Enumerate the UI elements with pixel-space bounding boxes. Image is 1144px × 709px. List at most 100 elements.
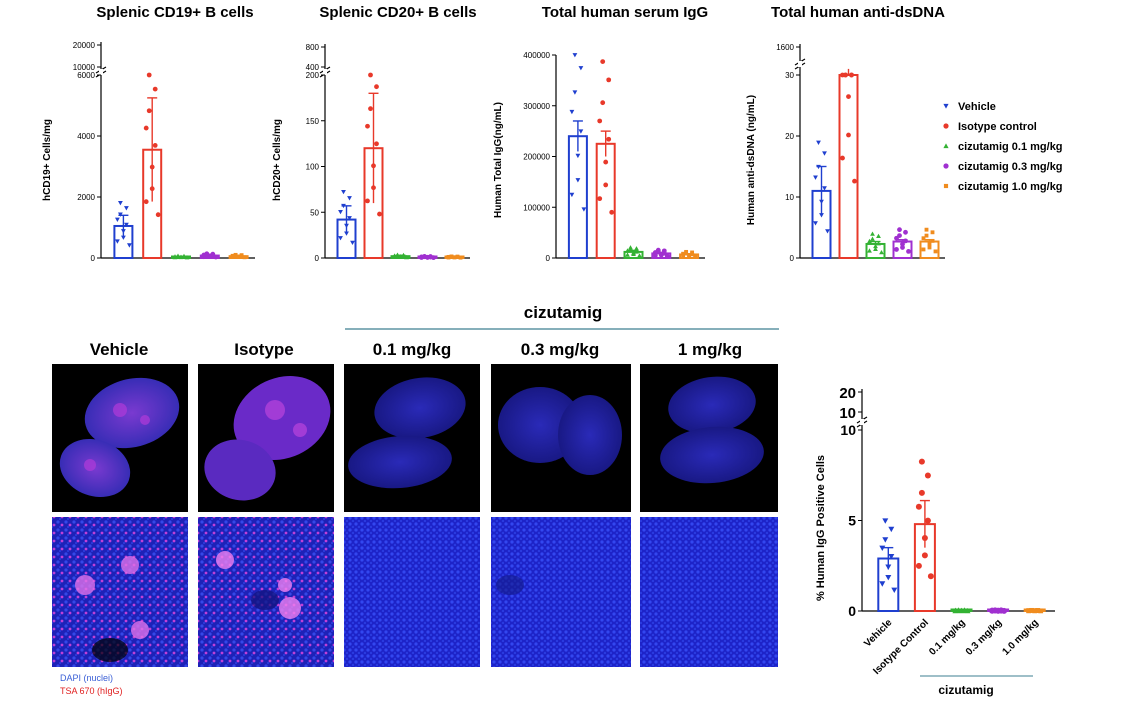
data-point (681, 251, 686, 256)
data-point (933, 249, 938, 254)
data-point (115, 239, 120, 244)
data-point (870, 231, 875, 236)
data-point (684, 249, 689, 254)
image-1-0-zoom (640, 517, 778, 667)
data-point (239, 254, 244, 259)
data-point (149, 164, 155, 170)
data-point (903, 229, 908, 235)
data-point (664, 253, 670, 259)
data-point (888, 554, 895, 560)
chart-title-cd20: Splenic CD20+ B cells (319, 4, 476, 21)
data-point (449, 254, 454, 259)
image-isotype-overview (198, 364, 334, 512)
data-point (876, 241, 881, 246)
data-point (175, 253, 181, 258)
data-point (365, 123, 370, 129)
data-point (368, 106, 373, 112)
data-point (819, 213, 824, 218)
data-point (816, 164, 821, 170)
data-point (236, 254, 241, 259)
image-vehicle-zoom (52, 517, 188, 667)
tick-label: 100000 (523, 203, 550, 212)
data-point (152, 142, 158, 148)
data-point (146, 108, 152, 114)
data-point (581, 207, 587, 212)
data-point (852, 178, 857, 184)
data-point (693, 254, 698, 259)
data-point (578, 66, 584, 71)
ylabel-igg: Human Total IgG(ng/mL) (493, 102, 504, 218)
data-point (118, 200, 123, 206)
data-point (401, 253, 406, 259)
data-point (600, 100, 606, 106)
data-point (894, 247, 899, 252)
tick-label: 20 (785, 132, 794, 141)
data-point (1029, 607, 1035, 613)
data-point (606, 136, 612, 142)
data-point (873, 246, 878, 251)
image-isotype-zoom (198, 517, 334, 667)
chart-title-igg: Total human serum IgG (542, 4, 708, 21)
data-point (347, 196, 352, 201)
data-point (371, 185, 376, 191)
data-point (625, 248, 630, 253)
tick-label: 0 (315, 254, 320, 263)
data-point (885, 564, 892, 570)
legend-label: cizutamig 0.3 mg/kg (958, 161, 1063, 173)
data-point (569, 109, 575, 115)
data-point (344, 223, 349, 229)
data-point (603, 182, 609, 188)
data-point (894, 235, 899, 241)
tick-label: 10 (839, 405, 856, 422)
data-point (1032, 608, 1038, 614)
legend-label: Isotype control (958, 121, 1037, 133)
legend-marker (943, 143, 949, 149)
tick-label: 400 (306, 63, 320, 72)
data-point (344, 231, 349, 236)
axis-break-gap (798, 61, 802, 67)
data-point (149, 186, 155, 192)
data-point (365, 198, 370, 204)
data-point (998, 607, 1005, 614)
data-point (661, 250, 667, 256)
stain-dapi-label: DAPI (nuclei) (60, 673, 113, 683)
data-point (572, 90, 578, 95)
data-point (606, 77, 612, 83)
data-point (655, 247, 661, 253)
legend-marker (943, 123, 949, 129)
data-point (1038, 608, 1044, 614)
data-point (927, 245, 932, 250)
legend-marker (943, 183, 949, 189)
data-point (578, 129, 584, 134)
bar-chart-group-label: cizutamig (938, 683, 993, 697)
data-point (634, 249, 639, 254)
data-point (628, 245, 633, 250)
tick-label: 100 (306, 163, 320, 172)
data-point (681, 254, 686, 259)
chart-igg: 400000 300000 200000 100000 0 (523, 51, 705, 263)
tick-label: 10 (785, 193, 794, 202)
data-point (572, 53, 578, 58)
data-point (927, 242, 932, 247)
data-point (118, 212, 123, 217)
data-point (155, 212, 161, 218)
tick-label: 20 (839, 385, 856, 402)
data-point (569, 192, 575, 198)
data-point (452, 255, 457, 260)
tick-label: 20000 (73, 41, 96, 50)
data-point (867, 238, 872, 244)
tick-label: 0 (790, 254, 795, 263)
data-point (813, 175, 818, 180)
legend: Vehicle Isotype control cizutamig 0.1 mg/k… (943, 101, 1063, 193)
data-point (597, 196, 603, 202)
tick-label: 150 (306, 117, 320, 126)
bar-1 (838, 74, 859, 259)
data-point (575, 178, 581, 183)
data-point (813, 221, 818, 226)
data-point (603, 159, 609, 165)
tick-label: 0 (546, 254, 551, 263)
data-point (609, 209, 615, 215)
